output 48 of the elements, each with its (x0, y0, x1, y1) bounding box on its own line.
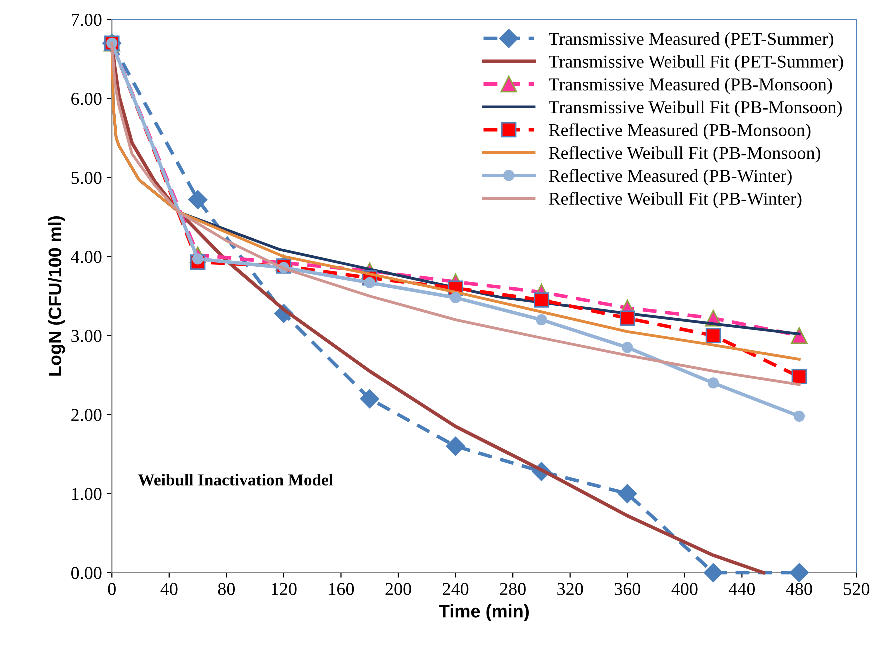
x-tick-label: 240 (443, 583, 469, 596)
annotation: Weibull Inactivation Model (138, 474, 334, 486)
x-tick-label: 200 (386, 583, 412, 596)
x-tick-label: 520 (844, 583, 870, 596)
y-tick-label: 2.00 (72, 409, 102, 422)
x-tick-label: 80 (218, 583, 236, 596)
y-tick-label: 1.00 (72, 488, 102, 500)
legend-label: Reflective Measured (PB-Monsoon) (549, 124, 811, 140)
y-tick-label: 6.00 (72, 92, 102, 106)
x-tick-label: 360 (614, 583, 640, 596)
legend-label: Transmissive Measured (PET-Summer) (549, 32, 834, 49)
y-tick-label: 5.00 (72, 172, 102, 184)
point (620, 310, 636, 326)
x-tick-label: 480 (786, 583, 812, 596)
point (706, 328, 722, 344)
y-tick-label: 4.00 (71, 251, 102, 264)
point (704, 563, 724, 582)
point (188, 190, 208, 210)
point (446, 436, 466, 456)
point (360, 390, 380, 409)
y-axis-title: LogN (CFU/100 ml) (48, 216, 66, 376)
x-tick-label: 0 (108, 583, 116, 596)
legend-label: Transmissive Weibull Fit (PET-Summer) (549, 55, 844, 72)
x-axis-title: Time (min) (439, 604, 530, 622)
point (792, 369, 808, 385)
x-tick-label: 400 (672, 583, 698, 596)
x-tick-label: 280 (500, 583, 526, 596)
x-tick-label: 440 (728, 583, 756, 596)
x-tick-label: 320 (558, 583, 584, 596)
point (622, 342, 634, 354)
legend-label: Reflective Weibull Fit (PB-Monsoon) (549, 146, 821, 163)
legend-label: Reflective Weibull Fit (PB-Winter) (549, 192, 802, 209)
y-tick-label: 3.00 (72, 330, 102, 342)
x-tick-label: 120 (272, 583, 297, 596)
legend-label: Transmissive Weibull Fit (PB-Monsoon) (549, 100, 842, 118)
x-tick-label: 40 (160, 583, 178, 596)
point (708, 378, 720, 389)
legend-label: Transmissive Measured (PB-Monsoon) (549, 78, 832, 94)
point (536, 314, 548, 326)
point (794, 410, 806, 422)
point (618, 484, 638, 504)
y-tick-label: 7.00 (72, 14, 102, 26)
point (790, 563, 809, 582)
point (534, 292, 550, 308)
x-tick-label: 160 (329, 583, 354, 596)
y-tick-label: 0.00 (71, 567, 102, 580)
legend-label: Reflective Measured (PB-Winter) (549, 169, 792, 186)
point (450, 292, 462, 304)
